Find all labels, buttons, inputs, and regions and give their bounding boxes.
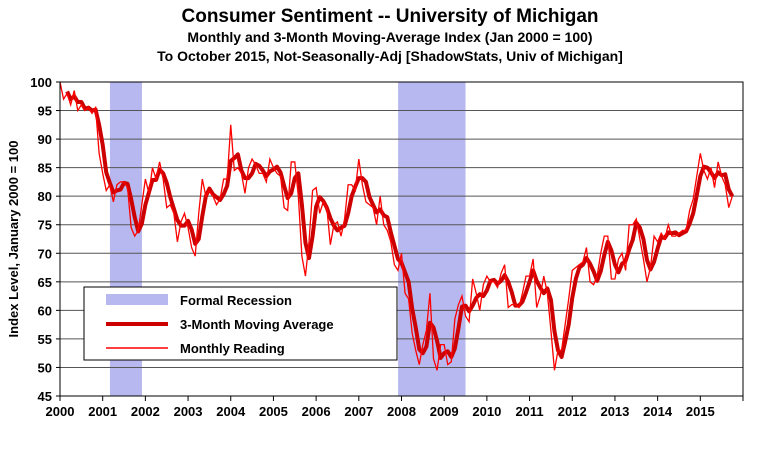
x-tick-label: 2015 (686, 404, 715, 419)
legend: Formal Recession 3-Month Moving Average … (83, 286, 398, 361)
x-tick-label: 2011 (515, 404, 543, 419)
x-tick-label: 2005 (259, 404, 288, 419)
y-axis-label: Index Level, January 2000 = 100 (6, 141, 21, 338)
legend-label-recession: Formal Recession (180, 293, 292, 308)
y-tick-label: 60 (38, 303, 52, 318)
monthly-reading-line (59, 81, 733, 371)
x-tick-label: 2013 (600, 404, 629, 419)
y-tick-label: 70 (38, 246, 52, 261)
legend-label-ma: 3-Month Moving Average (180, 317, 334, 332)
x-tick-label: 2007 (344, 404, 373, 419)
x-tick-label: 2014 (643, 404, 673, 419)
legend-swatch-recession (106, 294, 168, 305)
x-tick-label: 2004 (216, 404, 246, 419)
x-tick-label: 2010 (472, 404, 501, 419)
y-tick-label: 85 (38, 161, 52, 176)
x-tick-label: 2001 (88, 404, 117, 419)
y-tick-label: 55 (38, 332, 52, 347)
x-tick-label: 2002 (131, 404, 160, 419)
y-tick-label: 75 (38, 218, 52, 233)
y-tick-label: 80 (38, 189, 52, 204)
y-tick-label: 95 (38, 104, 52, 119)
y-tick-label: 50 (38, 360, 52, 375)
x-tick-label: 2009 (430, 404, 459, 419)
y-tick-label: 65 (38, 275, 52, 290)
legend-label-monthly: Monthly Reading (180, 341, 285, 356)
plot-border (59, 81, 744, 397)
x-tick-label: 2003 (174, 404, 203, 419)
x-tick-label: 2000 (46, 404, 75, 419)
x-tick-label: 2006 (302, 404, 331, 419)
y-tick-label: 100 (30, 75, 52, 90)
chart-title: Consumer Sentiment -- University of Mich… (182, 6, 599, 27)
y-tick-label: 90 (38, 132, 52, 147)
chart-subtitle-1: Monthly and 3-Month Moving-Average Index… (187, 29, 592, 45)
chart-subtitle-2: To October 2015, Not-Seasonally-Adj [Sha… (157, 48, 623, 64)
x-tick-label: 2012 (558, 404, 587, 419)
x-tick-label: 2008 (387, 404, 416, 419)
y-tick-label: 45 (38, 389, 52, 404)
